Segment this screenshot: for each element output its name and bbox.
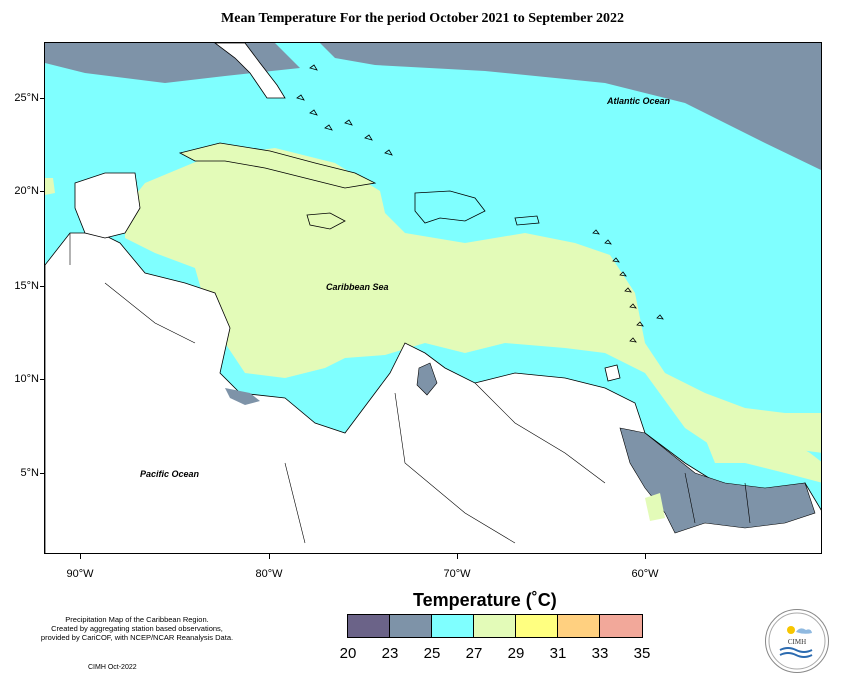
lat-label-10n: 10°N xyxy=(14,373,39,385)
lon-label-60w: 60°W xyxy=(631,568,659,580)
legend-swatch xyxy=(348,615,390,637)
zone-23-25-atlantic xyxy=(320,43,821,171)
lon-tick xyxy=(457,554,458,559)
lat-tick xyxy=(40,286,44,287)
land-cuba xyxy=(178,142,377,189)
lon-label-90w: 90°W xyxy=(66,568,94,580)
lesser-antilles xyxy=(592,229,664,343)
label-pacific-ocean: Pacific Ocean xyxy=(140,469,200,479)
zone-27-29-west xyxy=(45,178,55,195)
land-yucatan xyxy=(74,172,141,239)
lon-label-80w: 80°W xyxy=(255,568,283,580)
cimh-logo-icon xyxy=(768,612,826,670)
legend-tick-label: 20 xyxy=(339,645,357,662)
land-puerto-rico xyxy=(514,215,540,226)
lon-tick xyxy=(80,554,81,559)
zone-27-29-caribbean xyxy=(125,148,821,453)
cimh-logo: CIMH xyxy=(765,609,829,673)
lon-label-70w: 70°W xyxy=(443,568,471,580)
lat-tick xyxy=(40,379,44,380)
map-title: Mean Temperature For the period October … xyxy=(221,11,624,26)
legend-tick-label: 33 xyxy=(591,645,609,662)
lat-tick xyxy=(40,98,44,99)
legend-tick-label: 27 xyxy=(465,645,483,662)
legend-tick-label: 25 xyxy=(423,645,441,662)
legend-tick-label: 23 xyxy=(381,645,399,662)
legend-tick-label: 29 xyxy=(507,645,525,662)
notes-line-3: provided by CariCOF, with NCEP/NCAR Rean… xyxy=(40,633,234,642)
label-atlantic-ocean: Atlantic Ocean xyxy=(606,96,671,106)
legend-swatch xyxy=(432,615,474,637)
lon-tick xyxy=(645,554,646,559)
lat-label-20n: 20°N xyxy=(14,185,39,197)
legend-swatch xyxy=(474,615,516,637)
lake-maracaibo xyxy=(416,362,438,396)
lat-label-25n: 25°N xyxy=(14,92,39,104)
label-caribbean-sea: Caribbean Sea xyxy=(326,282,389,292)
lat-label-5n: 5°N xyxy=(20,467,39,479)
zone-27-29-east xyxy=(705,428,821,483)
legend-swatch xyxy=(558,615,600,637)
cimh-logo-text: CIMH xyxy=(787,638,807,646)
legend-tick-label: 31 xyxy=(549,645,567,662)
credit-text: CIMH Oct-2022 xyxy=(88,664,137,671)
legend-title: Temperature (˚C) xyxy=(413,590,557,610)
bahamas xyxy=(296,64,393,156)
legend-tick-label: 35 xyxy=(633,645,651,662)
temperature-map: Atlantic Ocean Caribbean Sea Pacific Oce… xyxy=(45,43,821,553)
zone-23-25-panama xyxy=(225,388,260,405)
notes-line-1: Precipitation Map of the Caribbean Regio… xyxy=(65,615,209,624)
borders xyxy=(69,233,751,544)
legend-swatch xyxy=(516,615,558,637)
lat-tick xyxy=(40,191,44,192)
map-area: Atlantic Ocean Caribbean Sea Pacific Oce… xyxy=(44,42,822,554)
land-florida xyxy=(214,43,286,99)
map-notes: Precipitation Map of the Caribbean Regio… xyxy=(18,615,256,642)
lat-tick xyxy=(40,473,44,474)
lat-label-15n: 15°N xyxy=(14,280,39,292)
legend-swatch xyxy=(390,615,432,637)
lon-tick xyxy=(269,554,270,559)
zone-27-29-guiana-patch xyxy=(645,493,665,521)
land-jamaica xyxy=(306,212,346,230)
land-hispaniola xyxy=(414,190,486,224)
notes-line-2: Created by aggregating station based obs… xyxy=(51,624,223,633)
land-trinidad xyxy=(604,364,621,382)
legend-color-bar xyxy=(347,614,643,638)
legend-swatch xyxy=(600,615,642,637)
